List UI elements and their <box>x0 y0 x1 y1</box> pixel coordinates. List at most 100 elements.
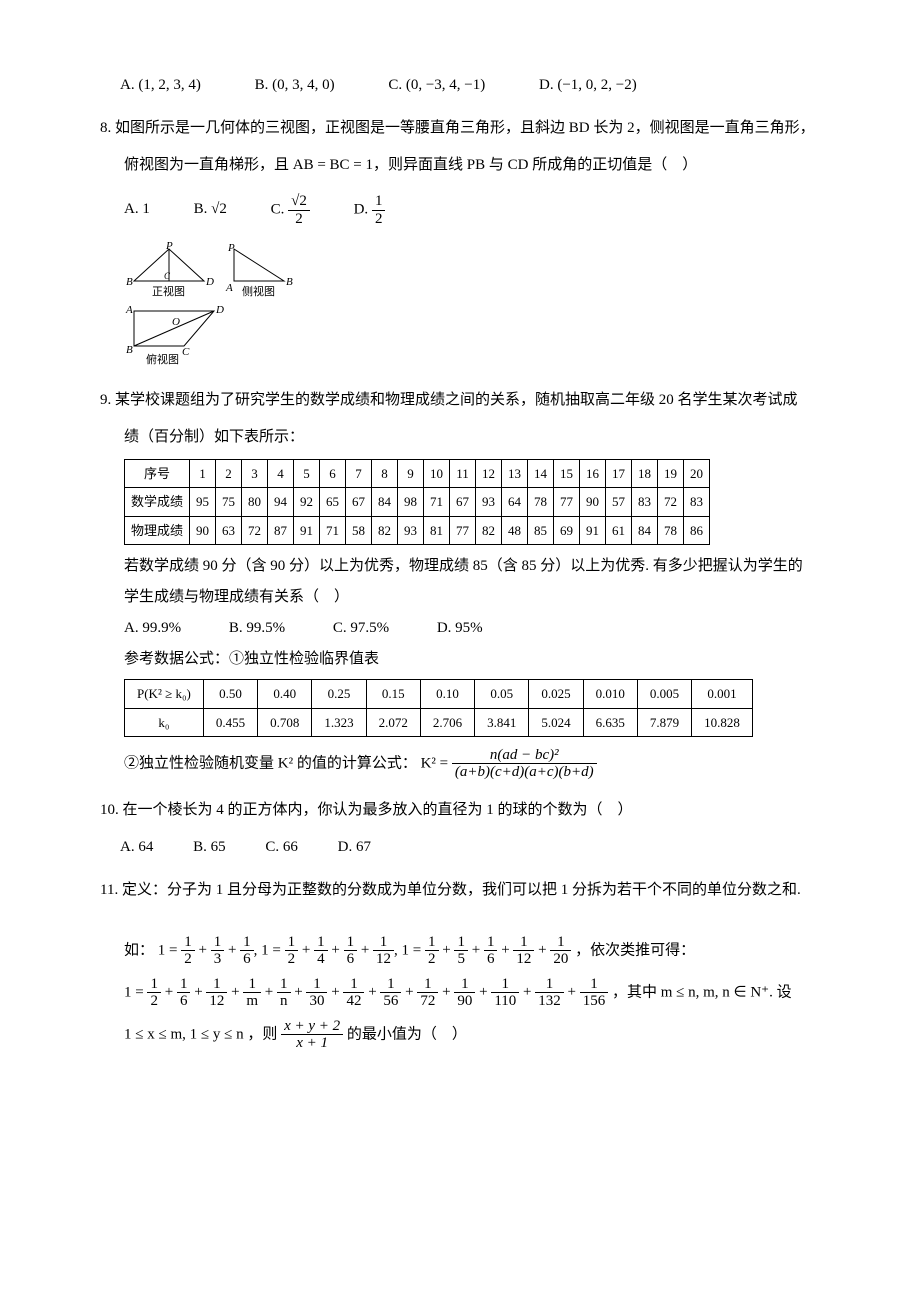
q11-line2: 1 = 12 + 16 + 112 + 1m + 1n + 130 + 142 … <box>124 976 830 1010</box>
table-cell: 15 <box>554 460 580 488</box>
table-cell: 0.025 <box>529 680 583 708</box>
q8-C-frac: √22 <box>288 193 310 227</box>
q9-ref-label: 参考数据公式：①独立性检验临界值表 <box>100 646 830 673</box>
three-view-svg: P B D C 正视图 P A B 侧视图 A D B C O 俯视图 <box>124 241 304 371</box>
q9-opt-A: A. 99.9% <box>124 615 181 642</box>
q10-options: A. 64 B. 65 C. 66 D. 67 <box>100 834 830 861</box>
q11-line2-suffix: ，其中 m ≤ n, m, n ∈ N⁺. 设 <box>612 984 792 1000</box>
q11-line1-prefix: 如： <box>124 942 154 958</box>
table-cell: 61 <box>606 516 632 544</box>
table-cell: 72 <box>658 488 684 516</box>
q11-line3-prefix: 1 ≤ x ≤ m, 1 ≤ y ≤ n ，则 <box>124 1026 281 1042</box>
q11-stem: 11. 定义：分子为 1 且分母为正整数的分数成为单位分数，我们可以把 1 分拆… <box>100 877 830 904</box>
q8-opt-D: D. 12 <box>354 193 386 227</box>
table-cell: 87 <box>268 516 294 544</box>
table-cell: 95 <box>190 488 216 516</box>
table-cell: 78 <box>528 488 554 516</box>
table-cell: 71 <box>320 516 346 544</box>
q10-opt-A: A. 64 <box>120 834 153 861</box>
table-cell: 58 <box>346 516 372 544</box>
table-cell: 84 <box>632 516 658 544</box>
table-cell: 2.706 <box>420 708 474 736</box>
table-cell: 0.001 <box>692 680 753 708</box>
q9-opt-D: D. 95% <box>437 615 483 642</box>
q9-options: A. 99.9% B. 99.5% C. 97.5% D. 95% <box>100 615 830 642</box>
q9-para1: 若数学成绩 90 分（含 90 分）以上为优秀，物理成绩 85（含 85 分）以… <box>100 553 830 580</box>
q8-opt-C: C. √22 <box>271 193 310 227</box>
table-cell: 0.455 <box>203 708 257 736</box>
svg-text:正视图: 正视图 <box>152 284 185 298</box>
q8-C-label: C. <box>271 201 289 217</box>
q11-final-den: x + 1 <box>281 1035 343 1052</box>
table-cell: 64 <box>502 488 528 516</box>
q8-D-frac: 12 <box>372 193 386 227</box>
table-cell: 2 <box>216 460 242 488</box>
table-cell: 3.841 <box>475 708 529 736</box>
table-cell: 93 <box>398 516 424 544</box>
q8-C-num: √2 <box>288 193 310 211</box>
svg-text:B: B <box>126 276 133 288</box>
table-cell: 81 <box>424 516 450 544</box>
table-cell: 78 <box>658 516 684 544</box>
table-cell: 75 <box>216 488 242 516</box>
table-cell: 13 <box>502 460 528 488</box>
table-cell: 0.05 <box>475 680 529 708</box>
svg-text:D: D <box>215 304 224 316</box>
table-cell: 8 <box>372 460 398 488</box>
table-cell: 0.50 <box>203 680 257 708</box>
svg-text:O: O <box>172 316 180 328</box>
q8-D-den: 2 <box>372 211 386 228</box>
q9-table-header-row: 序号1234567891011121314151617181920 <box>125 460 710 488</box>
q11-line1-suffix: ，依次类推可得： <box>575 942 695 958</box>
table-cell: 1 <box>190 460 216 488</box>
table-cell: 67 <box>346 488 372 516</box>
svg-text:D: D <box>205 276 214 288</box>
q11-eq3-fracs: 12 + 15 + 16 + 112 + 120 <box>425 942 571 958</box>
q9-chi-row2: k₀0.4550.7081.3232.0722.7063.8415.0246.6… <box>125 708 753 736</box>
q9-stem-2: 绩（百分制）如下表所示： <box>100 424 830 451</box>
svg-text:C: C <box>164 271 171 281</box>
q9-chi-row1: P(K² ≥ k₀)0.500.400.250.150.100.050.0250… <box>125 680 753 708</box>
table-cell: 3 <box>242 460 268 488</box>
q9-opt-C: C. 97.5% <box>333 615 389 642</box>
table-cell: 67 <box>450 488 476 516</box>
table-cell: 91 <box>580 516 606 544</box>
q9-formula-frac: n(ad − bc)² (a+b)(c+d)(a+c)(b+d) <box>452 747 597 781</box>
table-cell: 63 <box>216 516 242 544</box>
q9-stem-1: 9. 某学校课题组为了研究学生的数学成绩和物理成绩之间的关系，随机抽取高二年级 … <box>100 387 830 414</box>
table-cell: 14 <box>528 460 554 488</box>
table-cell: 0.005 <box>637 680 691 708</box>
q11-line3: 1 ≤ x ≤ m, 1 ≤ y ≤ n ，则 x + y + 2 x + 1 … <box>124 1018 830 1052</box>
table-cell: 92 <box>294 488 320 516</box>
q7-opt-A: A. (1, 2, 3, 4) <box>120 72 201 99</box>
q10-opt-D: D. 67 <box>338 834 371 861</box>
q11-final-num: x + y + 2 <box>281 1018 343 1036</box>
q9-formula-label: ②独立性检验随机变量 K² 的值的计算公式： <box>124 755 417 771</box>
table-cell: 18 <box>632 460 658 488</box>
q9-chi-table: P(K² ≥ k₀)0.500.400.250.150.100.050.0250… <box>124 679 753 737</box>
q8-options: A. 1 B. √2 C. √22 D. 12 <box>100 193 830 227</box>
table-cell: 71 <box>424 488 450 516</box>
table-cell: 序号 <box>125 460 190 488</box>
table-cell: 57 <box>606 488 632 516</box>
q9-formula-den: (a+b)(c+d)(a+c)(b+d) <box>452 764 597 781</box>
table-cell: 82 <box>476 516 502 544</box>
table-cell: 0.40 <box>258 680 312 708</box>
q11-eq4-fracs: 12 + 16 + 112 + 1m + 1n + 130 + 142 + 15… <box>147 984 608 1000</box>
table-cell: 1.323 <box>312 708 366 736</box>
table-cell: 5 <box>294 460 320 488</box>
q8-stem-2: 俯视图为一直角梯形，且 AB = BC = 1，则异面直线 PB 与 CD 所成… <box>100 152 830 179</box>
table-cell: 91 <box>294 516 320 544</box>
table-cell: 77 <box>554 488 580 516</box>
table-cell: 82 <box>372 516 398 544</box>
table-cell: 0.25 <box>312 680 366 708</box>
q11-eq1: 1 = <box>158 942 181 958</box>
table-cell: 19 <box>658 460 684 488</box>
table-cell: k₀ <box>125 708 204 736</box>
table-cell: 77 <box>450 516 476 544</box>
table-cell: 0.010 <box>583 680 637 708</box>
q7-opt-D: D. (−1, 0, 2, −2) <box>539 72 637 99</box>
svg-text:B: B <box>286 276 293 288</box>
q11-final-frac: x + y + 2 x + 1 <box>281 1018 343 1052</box>
table-cell: 数学成绩 <box>125 488 190 516</box>
